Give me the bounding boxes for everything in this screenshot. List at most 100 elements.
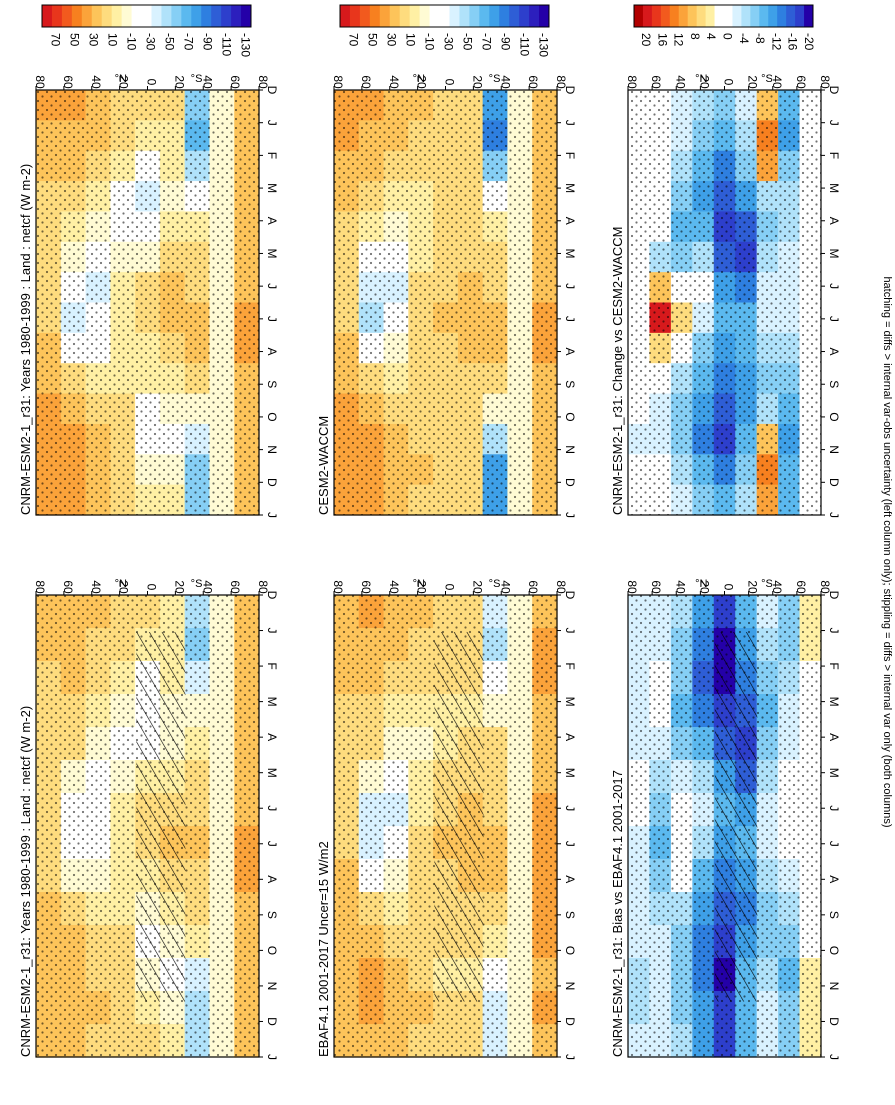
month-tick-label: A	[827, 348, 841, 356]
colorbar-swatch	[379, 5, 391, 27]
colorbar-swatch	[151, 5, 162, 27]
month-tick-label: M	[265, 248, 279, 258]
lat-tick-label: 0	[722, 584, 736, 591]
colorbar-label: -30	[442, 33, 456, 51]
month-tick-label: A	[563, 875, 577, 883]
month-tick-label: J	[265, 120, 279, 126]
lat-tick-label: 40	[387, 580, 401, 594]
colorbar-swatch	[519, 5, 530, 27]
colorbar-swatch	[804, 5, 814, 27]
colorbar-swatch	[111, 5, 123, 27]
lat-tick-label: 20	[172, 580, 186, 594]
colorbar-swatch	[499, 5, 510, 27]
month-tick-label: N	[265, 445, 279, 454]
month-tick-label: M	[827, 768, 841, 778]
panel-title: EBAF4.1 2001-2017 Uncer=15 W/m2	[316, 841, 331, 1057]
panel-title: CNRM-ESM2-1_r31: Years 1980-1999 : Land …	[18, 706, 33, 1057]
colorbar-label: -130	[537, 33, 551, 57]
colorbar-swatch	[651, 5, 662, 27]
colorbar-swatch	[786, 5, 796, 27]
colorbar-swatch	[714, 5, 724, 27]
heatmap-panel-1: 80 60 40 20 0 20 40 60 80 °N °S D J F M A M J J A S O N D J CNRM-…	[18, 578, 279, 1060]
colorbar-label: -90	[499, 33, 513, 51]
colorbar-label: 0	[721, 33, 735, 40]
lat-tick-label: 0	[145, 584, 159, 591]
colorbar-swatch	[768, 5, 778, 27]
colorbar-swatch	[81, 5, 93, 27]
month-tick-label: A	[563, 733, 577, 741]
colorbar-swatch	[399, 5, 411, 27]
hemisphere-label-s: °S	[761, 73, 773, 85]
month-tick-label: A	[827, 217, 841, 225]
month-tick-label: A	[827, 875, 841, 883]
month-tick-label: M	[563, 183, 577, 193]
colorbar-swatch	[171, 5, 182, 27]
month-tick-label: N	[563, 445, 577, 454]
colorbar-label: 10	[404, 33, 418, 47]
stippling	[628, 90, 821, 515]
colorbar-swatch	[750, 5, 760, 27]
month-tick-label: J	[827, 283, 841, 289]
month-tick-label: M	[563, 697, 577, 707]
hemisphere-label-n: °N	[413, 73, 425, 85]
colorbar-swatch	[469, 5, 480, 27]
hatching	[434, 631, 484, 1002]
colorbar-label: -130	[239, 33, 253, 57]
colorbar-frame	[339, 4, 550, 28]
month-tick-label: O	[827, 946, 841, 955]
month-tick-label: N	[563, 982, 577, 991]
month-tick-label: M	[265, 697, 279, 707]
colorbar-swatch	[696, 5, 707, 27]
month-tick-label: S	[827, 911, 841, 919]
month-tick-label: J	[563, 283, 577, 289]
lat-tick-label: 0	[443, 79, 457, 86]
month-tick-label: O	[827, 412, 841, 421]
lat-tick-label: 0	[443, 584, 457, 591]
colorbar-swatch	[459, 5, 470, 27]
colorbar-swatch	[61, 5, 73, 27]
colorbar-swatch	[723, 5, 733, 27]
month-tick-label: J	[827, 316, 841, 322]
colorbar-label: 50	[68, 33, 82, 47]
lat-tick-label: 60	[649, 75, 663, 89]
lat-tick-label: 40	[673, 75, 687, 89]
colorbar-label: 4	[704, 33, 718, 40]
colorbar-swatch	[429, 5, 441, 27]
colorbar-label: -8	[753, 33, 767, 44]
colorbar-frame	[633, 4, 814, 28]
month-tick-label: S	[563, 380, 577, 388]
hemisphere-label-s: °S	[191, 578, 203, 590]
hemisphere-label-n: °N	[695, 73, 707, 85]
colorbar-swatch	[759, 5, 769, 27]
heatmap-panel-3: 80 60 40 20 0 20 40 60 80 °N °S D J F M A M J J A S O N D J EBAF4…	[316, 578, 577, 1060]
colorbar-swatch	[449, 5, 460, 27]
colorbar-swatch	[359, 5, 371, 27]
colorbar-swatch	[634, 5, 644, 27]
lat-tick-label: 20	[470, 75, 484, 89]
colorbar-swatch	[231, 5, 242, 27]
colorbar-label: -90	[201, 33, 215, 51]
colorbar-label: -4	[737, 33, 751, 44]
month-tick-label: J	[265, 283, 279, 289]
colorbar-label: 70	[347, 33, 361, 47]
hatching	[714, 631, 758, 1002]
lat-tick-label: 80	[818, 580, 832, 594]
lat-tick-label: 40	[200, 580, 214, 594]
lat-tick-label: 60	[228, 580, 242, 594]
month-tick-label: D	[563, 478, 577, 487]
month-tick-label: F	[265, 152, 279, 159]
month-tick-label: J	[265, 512, 279, 518]
hemisphere-label-s: °S	[489, 73, 501, 85]
lat-tick-label: 40	[498, 580, 512, 594]
heatmap-panel-4: 80 60 40 20 0 20 40 60 80 °N °S D J F M A M J J A S O N D J CESM2…	[316, 4, 577, 518]
colorbar-swatch	[181, 5, 192, 27]
colorbar-label: -12	[769, 33, 783, 51]
colorbar-label: 10	[106, 33, 120, 47]
colorbar-label: 8	[688, 33, 702, 40]
lat-tick-label: 60	[794, 75, 808, 89]
colorbar-label: -10	[423, 33, 437, 51]
month-tick-label: J	[563, 1054, 577, 1060]
panel-title: CNRM-ESM2-1_r31: Bias vs EBAF4.1 2001-20…	[610, 770, 625, 1057]
colorbar-swatch	[479, 5, 490, 27]
colorbar-label: -50	[461, 33, 475, 51]
